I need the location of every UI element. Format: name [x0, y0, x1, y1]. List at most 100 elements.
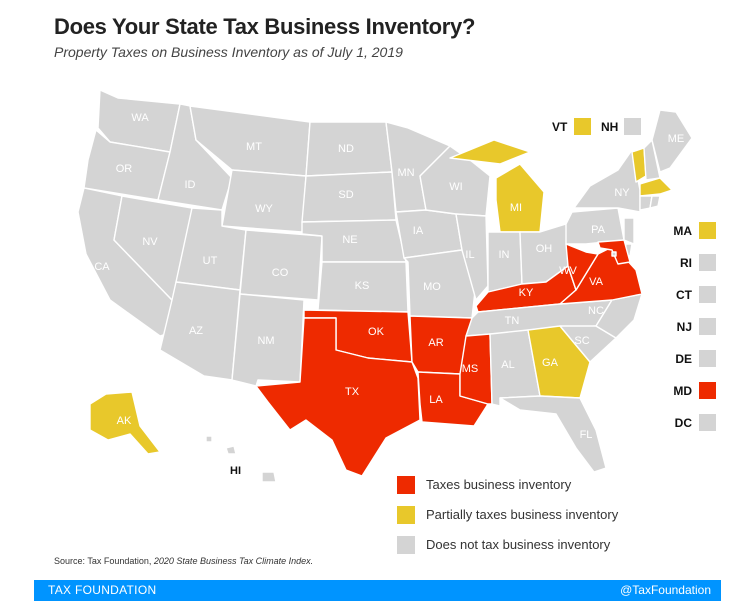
callout-MA-label: MA — [673, 224, 692, 238]
state-NC[interactable] — [595, 293, 643, 339]
state-NY[interactable] — [573, 149, 641, 213]
label-NV: NV — [142, 236, 158, 248]
label-MS: MS — [462, 363, 479, 375]
label-NM: NM — [257, 335, 274, 347]
label-WI: WI — [449, 181, 462, 193]
label-HI: HI — [230, 465, 241, 477]
state-MA[interactable] — [639, 177, 673, 197]
label-ND: ND — [338, 143, 354, 155]
callout-RI: RI — [656, 254, 716, 274]
legend-label-full: Taxes business inventory — [426, 477, 572, 492]
label-MN: MN — [397, 167, 414, 179]
callout-RI-label: RI — [680, 256, 692, 270]
label-LA: LA — [429, 394, 443, 406]
label-WY: WY — [255, 203, 273, 215]
label-NY: NY — [614, 187, 630, 199]
callout-MD: MD — [656, 382, 716, 402]
footer-org: TAX FOUNDATION — [48, 583, 157, 597]
label-MO: MO — [423, 281, 441, 293]
label-AL: AL — [501, 359, 514, 371]
label-CA: CA — [94, 261, 110, 273]
state-WV[interactable] — [565, 243, 599, 291]
label-AR: AR — [428, 337, 443, 349]
label-UT: UT — [203, 255, 218, 267]
state-IN[interactable] — [487, 231, 523, 293]
legend-swatch-partial — [397, 506, 415, 524]
label-AK: AK — [117, 415, 132, 427]
footer-bar: TAX FOUNDATION @TaxFoundation — [34, 580, 721, 601]
label-KY: KY — [519, 287, 534, 299]
label-SC: SC — [574, 335, 589, 347]
label-OH: OH — [536, 243, 553, 255]
callout-NH-label: NH — [601, 120, 619, 134]
state-labels: WA OR CA ID NV MT WY UT CO AZ NM ND SD N… — [94, 112, 684, 477]
legend-label-partial: Partially taxes business inventory — [426, 507, 619, 522]
state-HI[interactable] — [205, 435, 277, 483]
label-SD: SD — [338, 189, 353, 201]
callout-DE: DE — [656, 350, 716, 370]
callout-DC-swatch — [699, 414, 716, 431]
label-NE: NE — [342, 234, 357, 246]
callout-MA: MA — [656, 222, 716, 242]
callout-MA-swatch — [699, 222, 716, 239]
state-AK[interactable] — [89, 391, 161, 455]
state-AZ[interactable] — [159, 281, 241, 381]
label-IL: IL — [465, 249, 474, 261]
label-PA: PA — [591, 224, 606, 236]
label-AZ: AZ — [189, 325, 203, 337]
state-NM[interactable] — [231, 293, 305, 387]
label-TX: TX — [345, 386, 360, 398]
label-MT: MT — [246, 141, 262, 153]
label-WV: WV — [559, 265, 577, 277]
callout-VT-swatch — [574, 118, 591, 135]
state-CO[interactable] — [239, 229, 323, 301]
label-ID: ID — [185, 179, 196, 191]
footer-handle[interactable]: @TaxFoundation — [620, 583, 711, 597]
source-prefix: Source: Tax Foundation, — [54, 556, 154, 566]
callout-VT: VT — [552, 118, 592, 138]
state-NJ[interactable] — [623, 217, 635, 245]
callout-CT-swatch — [699, 286, 716, 303]
callout-DE-label: DE — [675, 352, 692, 366]
label-OR: OR — [116, 163, 133, 175]
state-WY[interactable] — [221, 169, 307, 233]
label-IA: IA — [413, 225, 424, 237]
legend-swatch-full — [397, 476, 415, 494]
state-DC[interactable] — [611, 251, 617, 257]
callout-NJ-label: NJ — [676, 320, 692, 334]
callout-NJ: NJ — [656, 318, 716, 338]
callout-RI-swatch — [699, 254, 716, 271]
state-RI[interactable] — [649, 195, 661, 209]
legend-swatch-none — [397, 536, 415, 554]
callout-DC-label: DC — [674, 416, 692, 430]
label-MI: MI — [510, 202, 522, 214]
callout-DC: DC — [656, 414, 716, 434]
callout-NH: NH — [601, 118, 641, 138]
map-subtitle: Property Taxes on Business Inventory as … — [54, 44, 403, 60]
label-TN: TN — [505, 315, 520, 327]
state-FL[interactable] — [499, 395, 607, 473]
callout-MD-label: MD — [673, 384, 692, 398]
label-GA: GA — [542, 357, 559, 369]
legend-label-none: Does not tax business inventory — [426, 537, 611, 552]
state-ME[interactable] — [651, 109, 693, 173]
callout-NH-swatch — [624, 118, 641, 135]
label-FL: FL — [580, 429, 593, 441]
state-IL[interactable] — [455, 213, 489, 301]
callout-MD-swatch — [699, 382, 716, 399]
label-IN: IN — [499, 249, 510, 261]
source-note: Source: Tax Foundation, 2020 State Busin… — [54, 556, 313, 566]
label-WA: WA — [131, 112, 149, 124]
label-OK: OK — [368, 326, 385, 338]
state-TX[interactable] — [255, 317, 421, 477]
callout-CT: CT — [656, 286, 716, 306]
callout-NJ-swatch — [699, 318, 716, 335]
callout-DE-swatch — [699, 350, 716, 367]
state-WI[interactable] — [419, 145, 491, 217]
label-NC: NC — [588, 305, 604, 317]
map-title: Does Your State Tax Business Inventory? — [54, 14, 476, 39]
callout-CT-label: CT — [676, 288, 692, 302]
source-publication: 2020 State Business Tax Climate Index. — [153, 556, 314, 566]
label-ME: ME — [668, 133, 685, 145]
